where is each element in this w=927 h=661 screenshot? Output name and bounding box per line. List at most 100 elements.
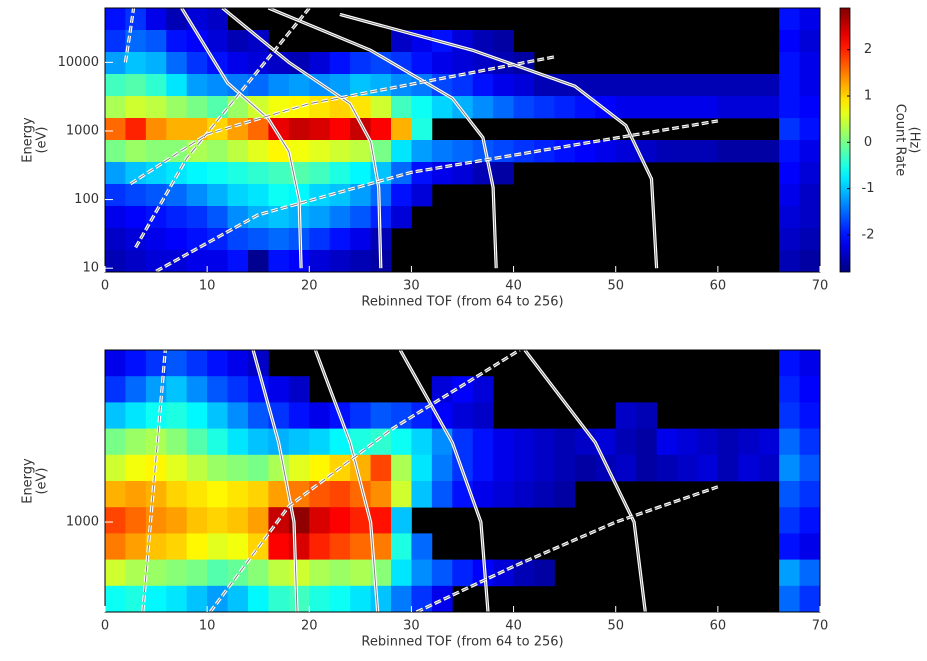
heat-cell bbox=[615, 454, 637, 482]
heat-cell bbox=[166, 140, 188, 163]
heat-cell bbox=[391, 140, 412, 163]
heat-cell bbox=[329, 507, 351, 534]
heat-cell bbox=[513, 428, 535, 456]
heat-cell bbox=[677, 74, 698, 97]
heat-cell bbox=[105, 402, 126, 429]
heat-cell bbox=[166, 228, 188, 251]
heat-cell bbox=[145, 30, 167, 53]
heat-cell bbox=[105, 228, 126, 251]
heat-cell bbox=[391, 454, 412, 482]
heat-cell bbox=[513, 140, 535, 163]
curve-core bbox=[399, 350, 489, 612]
heat-cell bbox=[329, 428, 351, 456]
heat-cell bbox=[411, 454, 433, 482]
heat-cell bbox=[145, 206, 167, 229]
heat-cell bbox=[738, 74, 760, 97]
heat-cell bbox=[309, 454, 331, 482]
heat-cell bbox=[779, 350, 800, 377]
heat-cell bbox=[350, 507, 371, 534]
heat-cell bbox=[391, 206, 412, 229]
heat-cell bbox=[779, 162, 800, 185]
heat-cell bbox=[125, 140, 147, 163]
heat-cell bbox=[125, 402, 147, 429]
x-tick-label: 60 bbox=[710, 619, 727, 634]
heat-cell bbox=[309, 184, 331, 207]
heat-cell bbox=[125, 30, 147, 53]
heat-cell bbox=[779, 507, 800, 534]
heat-cell bbox=[166, 585, 188, 613]
heat-cell bbox=[779, 250, 800, 273]
heat-cell bbox=[186, 454, 208, 482]
heat-cell bbox=[207, 350, 228, 377]
heat-cell bbox=[309, 507, 331, 534]
heat-cell bbox=[105, 8, 126, 31]
heat-cell bbox=[309, 533, 331, 560]
heat-cell bbox=[166, 428, 188, 456]
heat-cell bbox=[350, 428, 371, 456]
heat-cell bbox=[636, 454, 657, 482]
heat-cell bbox=[411, 481, 433, 508]
heat-cell bbox=[329, 140, 351, 163]
heat-cell bbox=[207, 96, 228, 119]
heat-cell bbox=[125, 559, 147, 587]
heat-cell bbox=[288, 481, 310, 508]
curve-core bbox=[252, 350, 298, 612]
heat-cell bbox=[125, 507, 147, 534]
heat-cell bbox=[145, 585, 167, 613]
heat-cell bbox=[186, 96, 208, 119]
heat-cell bbox=[697, 428, 719, 456]
heat-cell bbox=[207, 454, 228, 482]
heat-cell bbox=[186, 559, 208, 587]
heat-cell bbox=[145, 481, 167, 508]
heat-cell bbox=[248, 118, 269, 141]
heat-cell bbox=[452, 376, 474, 403]
heat-cell bbox=[227, 507, 249, 534]
heat-cell bbox=[656, 454, 678, 482]
heat-cell bbox=[186, 74, 208, 97]
colorbar-tick-label: -1 bbox=[862, 181, 875, 196]
heat-cell bbox=[186, 481, 208, 508]
heat-cell bbox=[534, 96, 555, 119]
heat-cell bbox=[227, 206, 249, 229]
heat-cell bbox=[350, 533, 371, 560]
curve-core bbox=[155, 120, 718, 272]
heat-cell bbox=[799, 52, 821, 75]
heat-cell bbox=[268, 250, 290, 273]
heat-cell bbox=[472, 428, 494, 456]
heat-cell bbox=[370, 454, 392, 482]
heat-cell bbox=[329, 206, 351, 229]
heat-cell bbox=[452, 559, 474, 587]
heat-cell bbox=[799, 428, 821, 456]
heat-cell bbox=[125, 250, 147, 273]
heat-cell bbox=[125, 533, 147, 560]
x-tick-label: 40 bbox=[505, 279, 522, 294]
heat-cell bbox=[493, 481, 514, 508]
heat-cell bbox=[738, 96, 760, 119]
heat-cell bbox=[309, 140, 331, 163]
heat-cell bbox=[309, 118, 331, 141]
colorbar-tick-label: 0 bbox=[864, 135, 872, 150]
heat-cell bbox=[288, 376, 310, 403]
heat-cell bbox=[105, 454, 126, 482]
heat-cell bbox=[534, 559, 555, 587]
heat-cell bbox=[391, 559, 412, 587]
heat-cell bbox=[799, 8, 821, 31]
heat-cell bbox=[268, 559, 290, 587]
heat-cell bbox=[370, 481, 392, 508]
heat-cell bbox=[636, 96, 657, 119]
heat-cell bbox=[350, 184, 371, 207]
heat-cell bbox=[227, 376, 249, 403]
heat-cell bbox=[145, 402, 167, 429]
heat-cell bbox=[248, 162, 269, 185]
heat-cell bbox=[758, 74, 780, 97]
heat-cell bbox=[227, 250, 249, 273]
heat-cell bbox=[391, 30, 412, 53]
heat-cell bbox=[248, 428, 269, 456]
heat-cell bbox=[411, 96, 433, 119]
heat-cell bbox=[452, 162, 474, 185]
heat-cell bbox=[145, 250, 167, 273]
heat-cell bbox=[513, 74, 535, 97]
heat-cell bbox=[391, 162, 412, 185]
heat-cell bbox=[105, 376, 126, 403]
heat-cell bbox=[370, 96, 392, 119]
